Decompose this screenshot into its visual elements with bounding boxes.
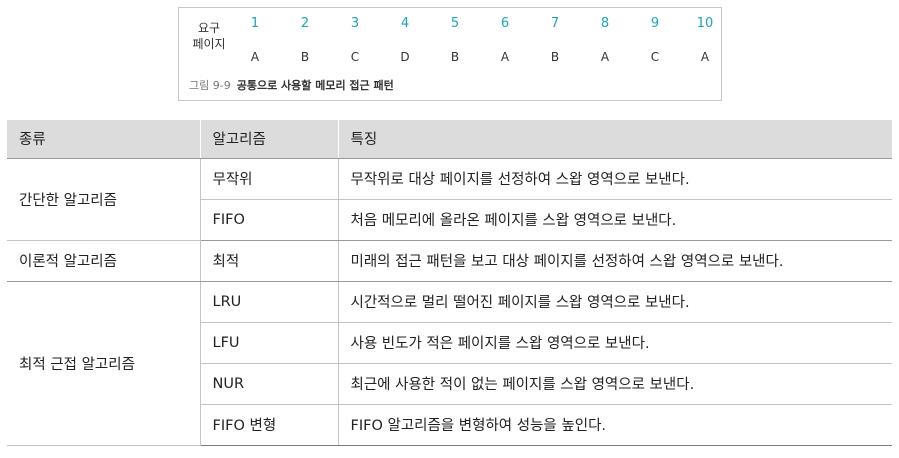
access-index: 8 [600,16,610,31]
access-page: C [650,50,660,64]
access-page: D [400,50,410,64]
algorithm-name-cell: FIFO 변형 [200,404,339,446]
figure-caption-title: 공통으로 사용할 메모리 접근 패턴 [236,79,394,92]
access-column: 1 A [240,14,270,66]
page-replacement-algorithm-table: 종류 알고리즘 특징 간단한 알고리즘 무작위 무작위로 대상 페이지를 선정하… [7,120,892,446]
access-index: 4 [400,16,410,31]
figure-caption-number: 그림 9-9 [189,79,231,92]
table-row: 이론적 알고리즘 최적 미래의 접근 패턴을 보고 대상 페이지를 선정하여 스… [7,240,892,282]
algorithm-feature-cell: 사용 빈도가 적은 페이지를 스왑 영역으로 보낸다. [338,322,892,364]
access-page: A [600,50,610,64]
algorithm-name-cell: 무작위 [200,158,339,200]
table-row: FIFO 처음 메모리에 올라온 페이지를 스왑 영역으로 보낸다. [7,199,892,241]
access-column: 10 A [690,14,720,66]
table-row: FIFO 변형 FIFO 알고리즘을 변형하여 성능을 높인다. [7,404,892,446]
access-page: B [450,50,460,64]
header-algorithm: 알고리즘 [199,120,338,159]
algorithm-name-cell: LFU [200,322,339,364]
algorithm-feature-cell: 처음 메모리에 올라온 페이지를 스왑 영역으로 보낸다. [338,199,892,241]
access-page: C [350,50,360,64]
row-label-top: 요구 [197,21,221,35]
algorithm-feature-cell: 시간적으로 멀리 떨어진 페이지를 스왑 영역으로 보낸다. [338,281,892,323]
category-cell: 간단한 알고리즘 [7,158,201,241]
figure-caption: 그림 9-9 공통으로 사용할 메모리 접근 패턴 [189,78,394,94]
access-index: 9 [650,16,660,31]
header-category: 종류 [7,120,200,159]
algorithm-name-cell: 최적 [200,240,339,282]
access-column: 7 B [540,14,570,66]
algorithm-feature-cell: 무작위로 대상 페이지를 선정하여 스왑 영역으로 보낸다. [338,158,892,200]
access-sequence: 1 A 2 B 3 C 4 D 5 B 6 A 7 B 8 A [234,14,714,70]
memory-access-pattern-figure: 요구 페이지 1 A 2 B 3 C 4 D 5 B 6 A 7 B [178,7,722,101]
algorithm-feature-cell: FIFO 알고리즘을 변형하여 성능을 높인다. [338,404,892,446]
request-page-row-label: 요구 페이지 [189,20,229,52]
category-cell: 이론적 알고리즘 [7,240,201,282]
access-index: 6 [500,16,510,31]
access-column: 6 A [490,14,520,66]
algorithm-name-cell: LRU [200,281,339,323]
access-page: A [700,50,710,64]
algorithm-feature-cell: 미래의 접근 패턴을 보고 대상 페이지를 선정하여 스왑 영역으로 보낸다. [338,240,892,282]
table-row: LFU 사용 빈도가 적은 페이지를 스왑 영역으로 보낸다. [7,322,892,364]
access-page: B [300,50,310,64]
algorithm-name-cell: FIFO [200,199,339,241]
access-column: 9 C [640,14,670,66]
table-row: 간단한 알고리즘 무작위 무작위로 대상 페이지를 선정하여 스왑 영역으로 보… [7,158,892,241]
access-index: 2 [300,16,310,31]
access-index: 1 [250,16,260,31]
access-column: 4 D [390,14,420,66]
access-column: 2 B [290,14,320,66]
access-column: 5 B [440,14,470,66]
algorithm-feature-cell: 최근에 사용한 적이 없는 페이지를 스왑 영역으로 보낸다. [338,363,892,405]
header-feature: 특징 [337,120,892,159]
table-header-row: 종류 알고리즘 특징 [7,120,892,159]
access-index: 7 [550,16,560,31]
access-page: A [500,50,510,64]
access-column: 8 A [590,14,620,66]
row-label-bottom: 페이지 [192,37,226,51]
category-cell: 최적 근접 알고리즘 [7,281,201,446]
access-index: 10 [696,16,714,31]
table-row: NUR 최근에 사용한 적이 없는 페이지를 스왑 영역으로 보낸다. [7,363,892,405]
algorithm-name-cell: NUR [200,363,339,405]
table-row: 최적 근접 알고리즘 LRU 시간적으로 멀리 떨어진 페이지를 스왑 영역으로… [7,281,892,446]
access-page: B [550,50,560,64]
access-index: 3 [350,16,360,31]
access-page: A [250,50,260,64]
access-column: 3 C [340,14,370,66]
access-index: 5 [450,16,460,31]
